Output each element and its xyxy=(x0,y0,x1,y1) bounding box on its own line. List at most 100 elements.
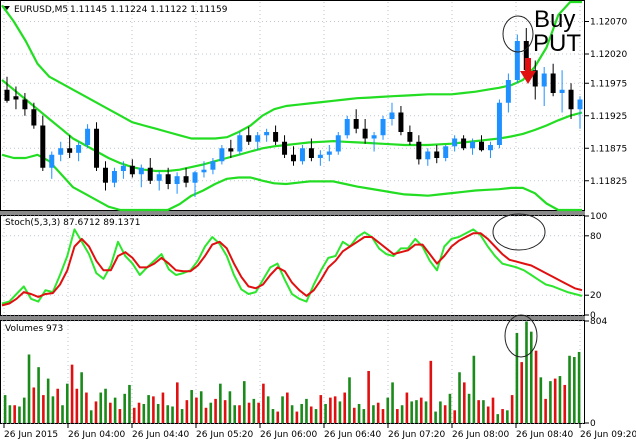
candle-body xyxy=(58,148,64,155)
x-tick-label: 26 Jun 05:20 xyxy=(196,430,253,440)
volume-bar xyxy=(70,364,74,423)
volume-bar xyxy=(228,391,232,423)
volume-bar xyxy=(577,351,581,423)
volume-bar xyxy=(89,410,93,423)
bollinger-lower-line xyxy=(1,153,582,212)
y-tick-label: 1.11875 xyxy=(590,144,627,154)
candle-body xyxy=(407,132,413,142)
panel-divider[interactable] xyxy=(0,211,585,215)
volume-bar xyxy=(372,405,375,423)
volume-bar xyxy=(46,378,50,423)
collapse-triangle-icon[interactable] xyxy=(4,6,10,10)
volume-bar xyxy=(314,409,318,423)
volume-bar xyxy=(27,354,31,423)
volume-bar xyxy=(453,410,457,423)
volume-bar xyxy=(553,378,557,423)
volume-bar xyxy=(13,405,16,423)
volume-bar xyxy=(300,403,303,423)
volume-bar xyxy=(376,402,380,423)
volume-bar xyxy=(286,392,289,423)
candle-body xyxy=(49,154,55,168)
candle-body xyxy=(228,148,234,152)
volume-bar xyxy=(219,383,222,423)
candle-body xyxy=(273,132,279,142)
volume-bar xyxy=(75,388,79,423)
volume-bar xyxy=(209,402,213,423)
volume-bars xyxy=(3,321,581,423)
down-arrow-icon xyxy=(520,58,536,84)
y-tick-label: 1.12020 xyxy=(590,50,627,60)
volume-bar xyxy=(295,411,299,423)
y-tick-label: 20 xyxy=(590,291,602,301)
stochastic-panel[interactable] xyxy=(0,215,585,316)
candle-body xyxy=(76,145,82,153)
candle-body xyxy=(174,176,180,184)
candle-body xyxy=(201,169,207,173)
symbol-label: EURUSD,M5 xyxy=(14,5,68,15)
x-tick-label: 26 Jun 06:00 xyxy=(260,430,317,440)
y-tick-label: 1.11925 xyxy=(590,112,627,122)
stochastic-main-line xyxy=(1,228,583,305)
volume-bar xyxy=(410,401,413,423)
x-axis: 26 Jun 2015 26 Jun 04:00 26 Jun 04:40 26 Ju… xyxy=(3,423,636,440)
volume-bar xyxy=(563,384,567,423)
candle-body xyxy=(577,99,583,110)
volume-bar xyxy=(352,407,356,423)
candle-body xyxy=(85,128,91,145)
volume-bar xyxy=(176,382,179,423)
x-tick-label: 26 Jun 04:00 xyxy=(68,430,125,440)
candle-body xyxy=(138,167,144,175)
volume-bar xyxy=(22,397,26,423)
y-tick-label: 1.12070 xyxy=(590,18,627,28)
candle-body xyxy=(237,135,243,152)
volume-bar xyxy=(42,395,45,423)
candle-body xyxy=(344,119,350,136)
volume-bar xyxy=(305,398,308,423)
volume-bar xyxy=(128,384,131,423)
bollinger-upper-line xyxy=(1,0,582,140)
volume-bar xyxy=(415,400,418,423)
candle-body xyxy=(398,112,404,132)
volume-bar xyxy=(458,372,461,423)
volume-bar xyxy=(61,405,64,423)
volume-bar xyxy=(242,381,246,423)
volume-bar xyxy=(56,388,60,423)
y-tick-label: 1.11975 xyxy=(590,79,627,89)
volume-bar xyxy=(262,383,265,423)
volume-bar xyxy=(482,400,485,423)
candle-body xyxy=(13,96,19,100)
panel-divider[interactable] xyxy=(0,316,585,320)
volume-bar xyxy=(362,409,366,423)
ohlc-label: 1.11145 1.11224 1.11122 1.11159 xyxy=(70,5,228,15)
volume-bar xyxy=(381,409,385,423)
candle-body xyxy=(487,145,493,151)
volume-bar xyxy=(329,397,332,423)
volume-bar xyxy=(161,392,165,423)
candle-body xyxy=(4,89,10,101)
candle-body xyxy=(470,141,476,149)
volume-bar xyxy=(343,392,347,423)
volume-bar xyxy=(434,411,437,423)
volume-bar xyxy=(424,401,428,423)
volume-bar xyxy=(190,390,193,423)
candle-body xyxy=(541,73,547,87)
candle-body xyxy=(443,146,449,158)
volume-bar xyxy=(8,405,12,423)
volume-title: Volumes 973 xyxy=(5,324,63,334)
volume-bar xyxy=(419,397,423,423)
candle-body xyxy=(496,102,502,145)
volume-bar xyxy=(333,396,337,423)
volume-bar xyxy=(99,392,103,423)
volume-bar xyxy=(463,382,466,423)
annotation-buy: Buy xyxy=(534,6,575,33)
candle-body xyxy=(434,151,440,158)
volume-bar xyxy=(118,409,122,423)
candle-body xyxy=(371,135,377,139)
candle-body xyxy=(550,73,556,93)
volume-bar xyxy=(549,381,552,423)
candle-body xyxy=(416,141,422,160)
volume-bar xyxy=(544,398,547,423)
candle-body xyxy=(362,128,368,139)
candle-body xyxy=(308,148,314,158)
